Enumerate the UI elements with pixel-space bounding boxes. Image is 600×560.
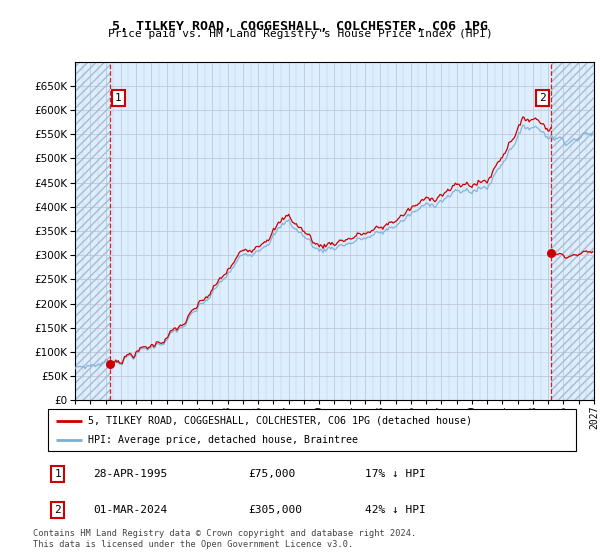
Text: £305,000: £305,000 <box>248 505 302 515</box>
Text: 1: 1 <box>55 469 61 479</box>
Text: 5, TILKEY ROAD, COGGESHALL, COLCHESTER, CO6 1PG (detached house): 5, TILKEY ROAD, COGGESHALL, COLCHESTER, … <box>88 416 472 426</box>
FancyBboxPatch shape <box>48 409 576 451</box>
Text: 28-APR-1995: 28-APR-1995 <box>93 469 167 479</box>
Text: Contains HM Land Registry data © Crown copyright and database right 2024.
This d: Contains HM Land Registry data © Crown c… <box>33 529 416 549</box>
Text: 01-MAR-2024: 01-MAR-2024 <box>93 505 167 515</box>
Text: £75,000: £75,000 <box>248 469 296 479</box>
Bar <box>75 62 110 400</box>
Text: HPI: Average price, detached house, Braintree: HPI: Average price, detached house, Brai… <box>88 435 358 445</box>
Text: Price paid vs. HM Land Registry's House Price Index (HPI): Price paid vs. HM Land Registry's House … <box>107 29 493 39</box>
Text: 2: 2 <box>55 505 61 515</box>
Text: 42% ↓ HPI: 42% ↓ HPI <box>365 505 425 515</box>
Text: 17% ↓ HPI: 17% ↓ HPI <box>365 469 425 479</box>
Bar <box>551 62 594 400</box>
Text: 5, TILKEY ROAD, COGGESHALL, COLCHESTER, CO6 1PG: 5, TILKEY ROAD, COGGESHALL, COLCHESTER, … <box>112 20 488 32</box>
Text: 2: 2 <box>539 93 546 103</box>
Text: 1: 1 <box>115 93 122 103</box>
